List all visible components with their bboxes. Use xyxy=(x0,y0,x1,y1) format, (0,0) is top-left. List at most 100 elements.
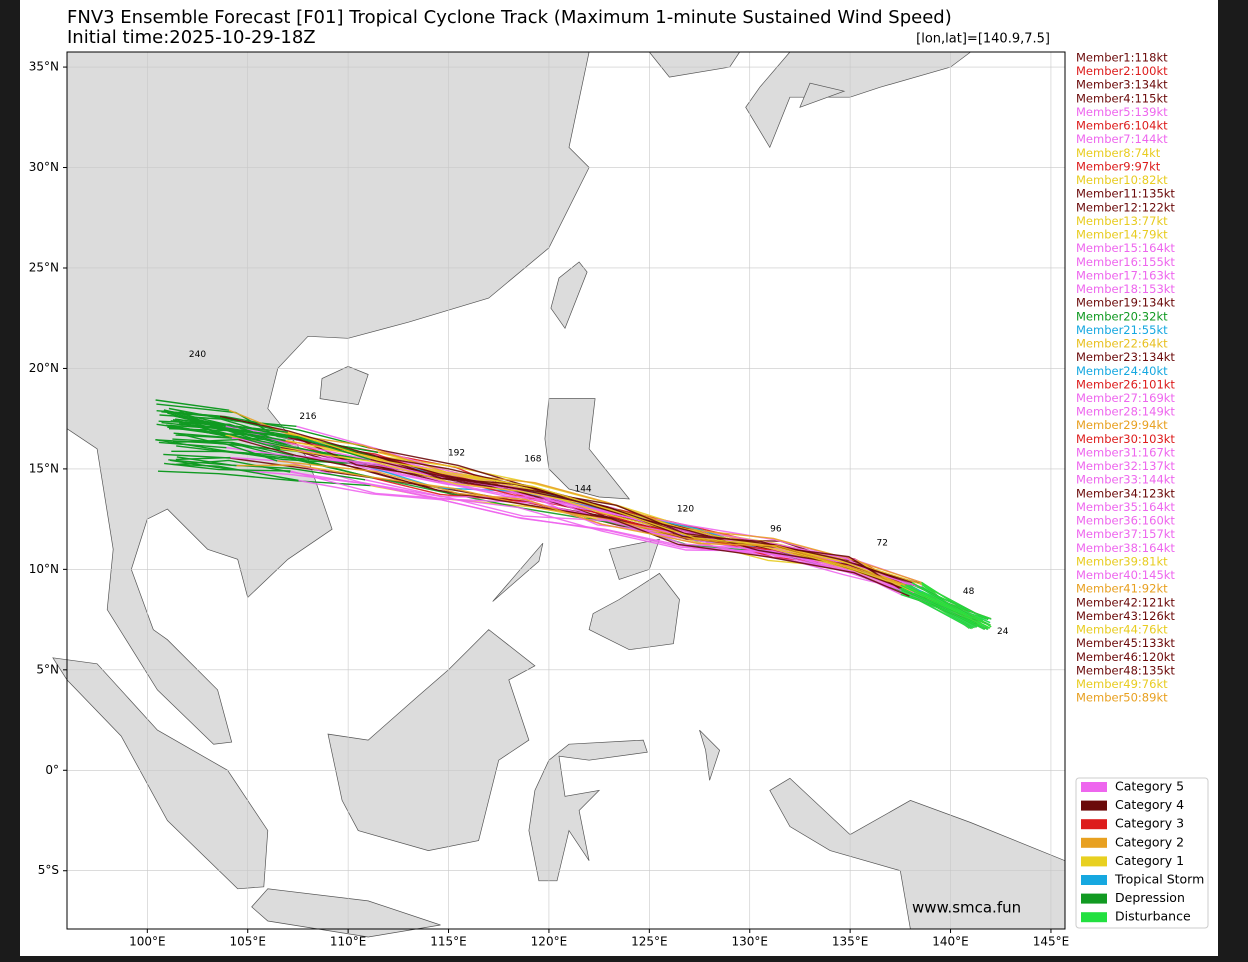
member-label: Member9:97kt xyxy=(1076,159,1161,173)
legend-swatch xyxy=(1081,782,1107,792)
track xyxy=(901,587,986,631)
land-area xyxy=(66,51,590,745)
track xyxy=(905,584,984,624)
member-label: Member24:40kt xyxy=(1076,364,1168,378)
track xyxy=(175,459,291,473)
position-label: [lon,lat]=[140.9,7.5] xyxy=(916,32,1050,47)
member-label: Member44:76kt xyxy=(1076,623,1168,637)
member-label: Member10:82kt xyxy=(1076,173,1168,187)
track xyxy=(287,431,973,619)
track xyxy=(899,588,972,630)
member-label: Member13:77kt xyxy=(1076,214,1168,228)
x-tick-label: 145°E xyxy=(1033,935,1070,949)
y-tick-label: 15°N xyxy=(29,461,59,475)
member-label: Member41:92kt xyxy=(1076,582,1168,596)
member-label: Member18:153kt xyxy=(1076,282,1175,296)
title: FNV3 Ensemble Forecast [F01] Tropical Cy… xyxy=(67,7,952,28)
member-label: Member11:135kt xyxy=(1076,187,1175,201)
member-label: Member15:164kt xyxy=(1076,241,1175,255)
track xyxy=(238,438,977,624)
x-tick-label: 105°E xyxy=(229,935,266,949)
member-label: Member19:134kt xyxy=(1076,296,1175,310)
member-label: Member32:137kt xyxy=(1076,459,1175,473)
legend-label: Category 3 xyxy=(1115,816,1184,831)
member-label: Member6:104kt xyxy=(1076,119,1168,133)
member-label: Member38:164kt xyxy=(1076,541,1175,555)
member-label: Member12:122kt xyxy=(1076,200,1175,214)
land-area xyxy=(799,82,846,108)
member-label: Member45:133kt xyxy=(1076,636,1175,650)
land-area xyxy=(251,888,441,938)
track-label: 240 xyxy=(189,350,206,360)
member-label: Member4:115kt xyxy=(1076,91,1168,105)
member-label: Member22:64kt xyxy=(1076,337,1168,351)
track-label: 192 xyxy=(448,448,465,458)
grid xyxy=(67,52,1065,929)
track xyxy=(161,421,378,458)
legend-swatch xyxy=(1081,893,1107,904)
member-label: Member46:120kt xyxy=(1076,650,1175,664)
member-label: Member16:155kt xyxy=(1076,255,1175,269)
legend-label: Tropical Storm xyxy=(1114,872,1204,887)
x-tick-label: 135°E xyxy=(832,935,869,949)
legend-swatch xyxy=(1081,856,1107,867)
land-area xyxy=(544,398,631,500)
member-label: Member5:139kt xyxy=(1076,105,1168,119)
track xyxy=(155,399,229,411)
track xyxy=(219,415,986,631)
land-area xyxy=(699,729,721,781)
member-label: Member30:103kt xyxy=(1076,432,1175,446)
legend-swatch xyxy=(1081,800,1107,811)
member-label: Member33:144kt xyxy=(1076,473,1175,487)
member-label: Member42:121kt xyxy=(1076,595,1175,609)
member-label: Member1:118kt xyxy=(1076,51,1168,65)
track xyxy=(168,428,286,442)
x-tick-label: 100°E xyxy=(129,935,166,949)
track xyxy=(900,584,973,619)
legend-label: Disturbance xyxy=(1115,909,1191,924)
member-label: Member2:100kt xyxy=(1076,64,1168,78)
track xyxy=(173,415,371,461)
track xyxy=(158,420,278,441)
track xyxy=(228,409,992,628)
track-label: 72 xyxy=(877,539,888,549)
x-tick-label: 115°E xyxy=(430,935,467,949)
member-label: Member31:167kt xyxy=(1076,445,1175,459)
legend-label: Depression xyxy=(1115,890,1185,905)
member-label: Member14:79kt xyxy=(1076,228,1168,242)
track xyxy=(175,434,232,439)
track xyxy=(168,407,297,427)
member-label: Member26:101kt xyxy=(1076,377,1175,391)
member-label: Member28:149kt xyxy=(1076,405,1175,419)
member-label: Member27:169kt xyxy=(1076,391,1175,405)
member-label: Member35:164kt xyxy=(1076,500,1175,514)
member-label: Member37:157kt xyxy=(1076,527,1175,541)
y-tick-label: 20°N xyxy=(29,361,59,375)
map-frame xyxy=(66,51,1066,930)
track-label: 96 xyxy=(770,525,782,535)
y-tick-label: 25°N xyxy=(29,260,59,274)
y-tick-label: 30°N xyxy=(29,160,59,174)
legend-label: Category 2 xyxy=(1115,834,1184,849)
x-tick-label: 110°E xyxy=(330,935,367,949)
land-area xyxy=(52,657,269,890)
land-area xyxy=(492,542,544,602)
legend-swatch xyxy=(1081,912,1107,923)
member-label: Member21:55kt xyxy=(1076,323,1168,337)
member-label: Member40:145kt xyxy=(1076,568,1175,582)
subtitle: Initial time:2025-10-29-18Z xyxy=(67,27,316,48)
member-label: Member23:134kt xyxy=(1076,350,1175,364)
member-label: Member39:81kt xyxy=(1076,554,1168,568)
track xyxy=(909,595,977,624)
track-label: 48 xyxy=(963,587,975,597)
track xyxy=(155,439,278,462)
legend-label: Category 1 xyxy=(1115,853,1184,868)
watermark: www.smca.fun xyxy=(912,899,1021,917)
tracks xyxy=(155,399,992,631)
land-area xyxy=(588,572,680,651)
track-label: 216 xyxy=(299,412,316,422)
member-label: Member17:163kt xyxy=(1076,268,1175,282)
track xyxy=(164,462,291,472)
track-label: 144 xyxy=(574,484,591,494)
